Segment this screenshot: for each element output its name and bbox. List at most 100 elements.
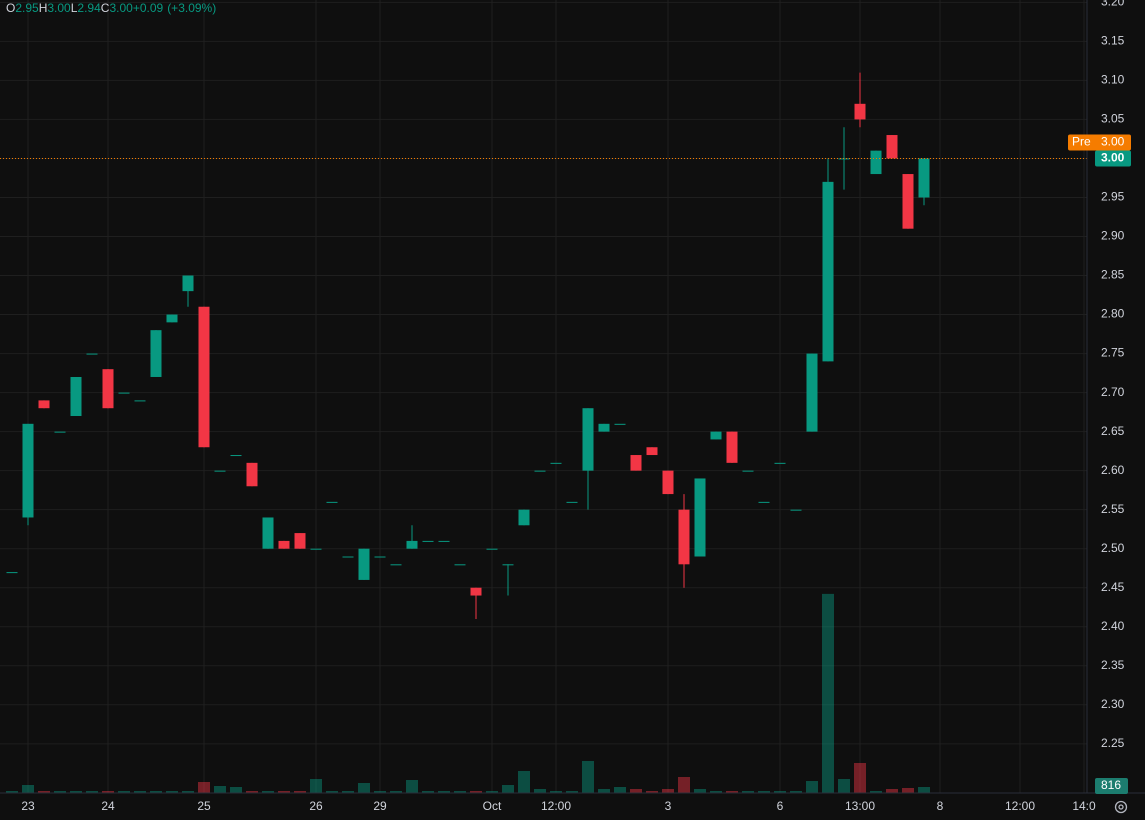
volume-bar xyxy=(726,790,738,793)
candle-body xyxy=(694,478,706,557)
x-tick-label: 6 xyxy=(777,799,784,813)
candle-body xyxy=(630,455,642,471)
candle-layer xyxy=(6,72,930,619)
volume-bar xyxy=(710,790,722,793)
legend-value: 3.00 xyxy=(109,1,133,15)
candle-body xyxy=(726,431,738,463)
y-tick-label: 2.60 xyxy=(1101,463,1125,477)
legend-change-pct: (+3.09%) xyxy=(167,1,216,15)
candle-body xyxy=(550,462,562,464)
candle-body xyxy=(710,431,722,440)
candle-body xyxy=(294,533,306,549)
volume-bar xyxy=(294,790,306,793)
y-tick-label: 3.20 xyxy=(1101,0,1125,9)
candle-body xyxy=(22,423,34,518)
volume-bar xyxy=(102,790,114,793)
x-tick-label: 3 xyxy=(665,799,672,813)
candle-body xyxy=(774,462,786,464)
y-tick-label: 2.95 xyxy=(1101,190,1125,204)
candle-body xyxy=(70,376,82,417)
y-tick-label: 2.40 xyxy=(1101,619,1125,633)
candle-body xyxy=(38,400,50,409)
y-tick-label: 2.85 xyxy=(1101,268,1125,282)
candle-body xyxy=(598,423,610,432)
candle-body xyxy=(406,540,418,549)
premarket-name: Pre xyxy=(1072,135,1091,149)
time-axis xyxy=(0,793,1145,820)
candle-body xyxy=(742,470,754,472)
volume-bar xyxy=(134,790,146,793)
volume-bar xyxy=(838,778,850,793)
candle-body xyxy=(454,564,466,566)
volume-bar xyxy=(646,790,658,793)
volume-bar xyxy=(550,790,562,793)
candle-body xyxy=(470,587,482,596)
legend-value: 3.00 xyxy=(47,1,71,15)
last-price-badge xyxy=(1095,150,1131,167)
volume-bar xyxy=(822,593,834,793)
legend-value: 2.95 xyxy=(15,1,39,15)
y-tick-label: 3.15 xyxy=(1101,34,1125,48)
y-tick-label: 2.55 xyxy=(1101,502,1125,516)
candle-body xyxy=(518,509,530,526)
y-tick-label: 2.25 xyxy=(1101,736,1125,750)
volume-bar xyxy=(54,790,66,793)
candle-body xyxy=(790,509,802,511)
volume-bar xyxy=(310,778,322,793)
y-tick-label: 2.50 xyxy=(1101,541,1125,555)
gear-core[interactable] xyxy=(1118,804,1124,810)
volume-bar xyxy=(678,776,690,793)
settings-icon[interactable] xyxy=(1114,800,1128,814)
volume-bar xyxy=(198,781,210,793)
x-tick-label: 12:00 xyxy=(1005,799,1035,813)
volume-bar xyxy=(38,790,50,793)
volume-bar xyxy=(262,790,274,793)
price-axis xyxy=(1087,0,1145,793)
volume-bar xyxy=(870,790,882,793)
volume-bar xyxy=(582,760,594,793)
y-tick-label: 3.10 xyxy=(1101,73,1125,87)
legend-value: 2.94 xyxy=(77,1,101,15)
volume-bar xyxy=(790,790,802,793)
x-tick-label: 24 xyxy=(101,799,115,813)
candle-body xyxy=(438,540,450,542)
x-tick-label: 29 xyxy=(373,799,387,813)
candle-body xyxy=(214,470,226,472)
premarket-price: 3.00 xyxy=(1101,135,1125,149)
volume-label: 816 xyxy=(1101,778,1121,792)
gear-ring[interactable] xyxy=(1114,800,1128,814)
candle-body xyxy=(646,447,658,456)
candle-body xyxy=(854,103,866,120)
volume-bar xyxy=(182,790,194,793)
candle-body xyxy=(150,330,162,377)
candle-body xyxy=(166,314,178,323)
legend-key: O xyxy=(6,1,15,15)
volume-bar xyxy=(662,788,674,793)
y-tick-label: 2.65 xyxy=(1101,424,1125,438)
volume-badge xyxy=(1095,778,1128,794)
volume-bar xyxy=(438,790,450,793)
candle-body xyxy=(678,509,690,565)
legend-key: C xyxy=(101,1,110,15)
y-tick-label: 2.90 xyxy=(1101,229,1125,243)
candle-body xyxy=(262,517,274,549)
candle-body xyxy=(758,501,770,503)
volume-bar xyxy=(230,786,242,793)
volume-bar xyxy=(166,790,178,793)
candle-body xyxy=(902,174,914,229)
volume-bar xyxy=(518,770,530,793)
x-tick-label: Oct xyxy=(483,799,502,813)
x-tick-label: 12:00 xyxy=(541,799,571,813)
x-tick-label: 8 xyxy=(937,799,944,813)
volume-bar xyxy=(566,790,578,793)
volume-bar xyxy=(342,790,354,793)
volume-bar xyxy=(358,782,370,793)
volume-bar xyxy=(694,788,706,793)
candle-body xyxy=(326,501,338,503)
candle-body xyxy=(246,462,258,487)
candle-body xyxy=(614,423,626,425)
volume-bar xyxy=(150,790,162,793)
volume-bar xyxy=(326,790,338,793)
legend-key: L xyxy=(71,1,78,15)
candle-body xyxy=(390,564,402,566)
